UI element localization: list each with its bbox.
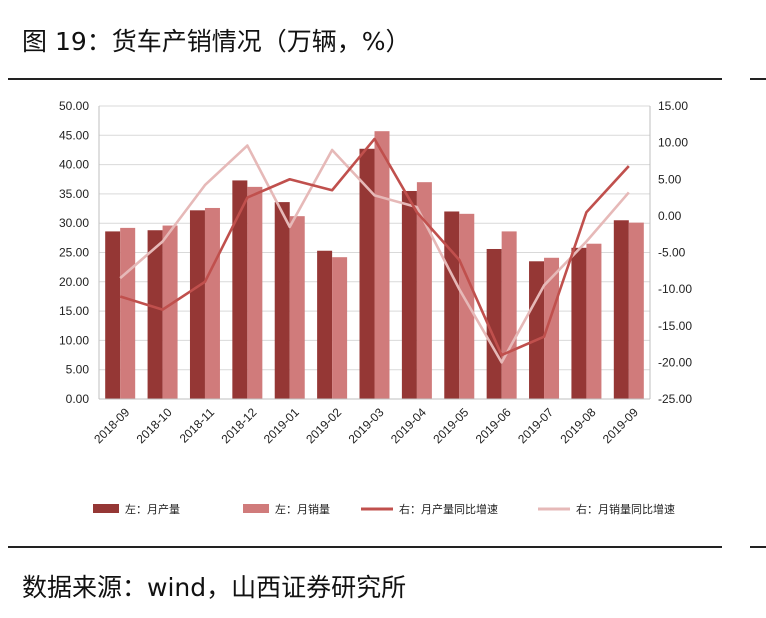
bar-sales [459, 213, 475, 399]
y-right-tick-label: -10.00 [658, 282, 692, 296]
bar-production [486, 248, 502, 399]
x-tick-label: 2019-09 [600, 405, 641, 446]
bar-production [571, 247, 587, 399]
source-note: 数据来源：wind，山西证券研究所 [22, 573, 407, 602]
x-tick-label: 2019-03 [346, 405, 387, 446]
bar-production [274, 202, 290, 399]
y-left-tick-label: 30.00 [59, 216, 89, 230]
bar-sales [289, 216, 305, 399]
y-right-tick-label: -15.00 [658, 319, 692, 333]
legend-label: 左：月产量 [125, 502, 180, 516]
x-tick-label: 2019-07 [515, 405, 556, 446]
chart-container: 0.00 5.00 10.00 15.00 20.00 25.00 30.00 35.00 40… [23, 84, 722, 541]
y-left-tick-label: 15.00 [59, 304, 89, 318]
x-tick-label: 2018-10 [134, 405, 175, 446]
y-right-tick-label: 0.00 [658, 209, 682, 223]
y-right-tick-label: -5.00 [658, 246, 686, 260]
y-left-tick-label: 20.00 [59, 275, 89, 289]
lines [119, 137, 630, 364]
y-left-tick-label: 35.00 [59, 187, 89, 201]
x-tick-label: 2018-12 [218, 405, 259, 446]
bar-sales [416, 182, 432, 399]
y-right-tick-label: 15.00 [658, 99, 688, 113]
y-right-tick-label: -20.00 [658, 355, 692, 369]
bar-sales [628, 222, 644, 399]
x-tick-label: 2018-09 [91, 405, 132, 446]
y-left-tick-label: 50.00 [59, 99, 89, 113]
y-left-tick-label: 0.00 [66, 392, 90, 406]
x-tick-label: 2019-08 [557, 405, 598, 446]
legend-label: 右：月产量同比增速 [399, 502, 498, 516]
x-tick-label: 2019-06 [473, 405, 514, 446]
line-production-yoy [119, 137, 630, 357]
x-tick-label: 2019-05 [430, 405, 471, 446]
bottom-rule [8, 546, 722, 548]
bar-sales [204, 207, 220, 399]
bar-sales [374, 131, 390, 399]
x-tick-label: 2018-11 [177, 405, 218, 446]
line-sales-yoy [119, 144, 630, 364]
side-rule-bottom [750, 546, 766, 548]
legend-swatch [243, 504, 269, 513]
bar-production [444, 211, 460, 399]
y-left-tick-label: 25.00 [59, 246, 89, 260]
bar-sales [586, 243, 602, 399]
x-tick-label: 2019-02 [303, 405, 344, 446]
y-left-tick-label: 10.00 [59, 333, 89, 347]
bar-production [529, 261, 545, 399]
bar-production [317, 250, 333, 399]
chart-svg: 0.00 5.00 10.00 15.00 20.00 25.00 30.00 35.00 40… [59, 99, 692, 516]
y-right-tick-label: -25.00 [658, 392, 692, 406]
bar-production [613, 220, 629, 399]
legend-label: 右：月销量同比增速 [576, 502, 675, 516]
bar-production [189, 210, 205, 399]
top-rule [8, 78, 722, 80]
bar-production [401, 190, 417, 399]
y-right-tick-label: 5.00 [658, 172, 682, 186]
y-left-tick-label: 5.00 [66, 363, 90, 377]
bar-sales [332, 257, 348, 399]
bars [105, 131, 644, 399]
x-tick-label: 2019-01 [261, 405, 302, 446]
legend-label: 左：月销量 [275, 502, 330, 516]
bar-sales [120, 227, 136, 399]
x-tick-label: 2019-04 [388, 405, 429, 446]
y-left-tick-label: 45.00 [59, 128, 89, 142]
bar-production [147, 230, 163, 399]
side-rule-top [750, 78, 766, 80]
figure-title: 图 19：货车产销情况（万辆，%） [22, 27, 411, 56]
bar-production [232, 180, 248, 399]
legend-swatch [93, 504, 119, 513]
bar-production [359, 148, 375, 399]
bar-sales [247, 186, 263, 399]
y-right-tick-label: 10.00 [658, 136, 688, 150]
bar-sales [544, 257, 560, 399]
bar-sales [501, 231, 517, 399]
y-left-tick-label: 40.00 [59, 158, 89, 172]
bar-sales [162, 225, 178, 399]
legend: 左：月产量 左：月销量 右：月产量同比增速 右：月销量同比增速 [93, 502, 675, 516]
bar-production [105, 231, 121, 399]
